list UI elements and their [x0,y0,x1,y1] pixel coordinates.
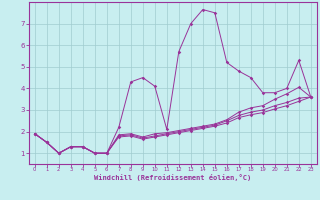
X-axis label: Windchill (Refroidissement éolien,°C): Windchill (Refroidissement éolien,°C) [94,174,252,181]
